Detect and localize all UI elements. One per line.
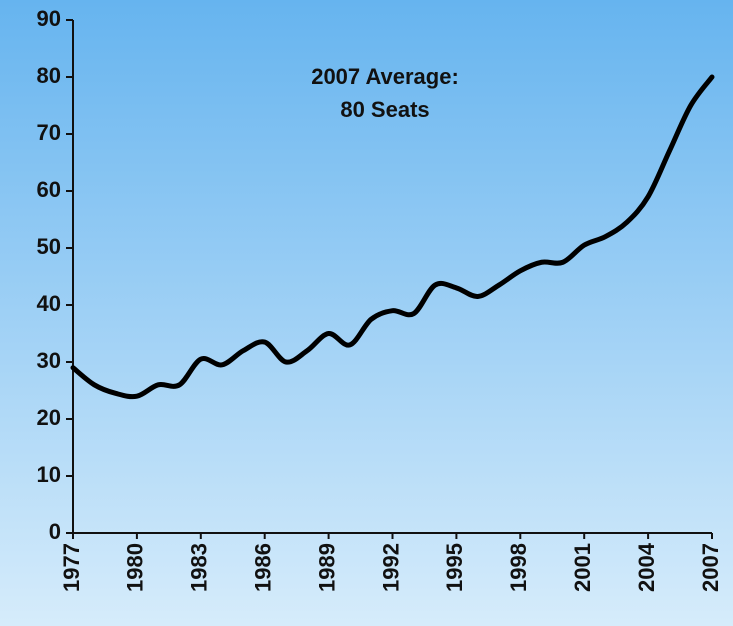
x-tick-label: 1977	[59, 543, 84, 592]
x-tick-label: 1992	[378, 543, 403, 592]
x-tick-label: 1998	[506, 543, 531, 592]
annotation: 80 Seats	[340, 97, 429, 122]
x-tick-label: 1986	[251, 543, 276, 592]
y-tick-label: 80	[37, 63, 61, 88]
annotation: 2007 Average:	[311, 64, 459, 89]
y-tick-label: 40	[37, 291, 61, 316]
y-tick-label: 50	[37, 234, 61, 259]
y-tick-label: 90	[37, 6, 61, 31]
y-tick-label: 70	[37, 120, 61, 145]
y-tick-label: 0	[49, 519, 61, 544]
y-tick-label: 20	[37, 405, 61, 430]
x-tick-label: 2001	[570, 543, 595, 592]
x-tick-label: 2004	[634, 542, 659, 592]
y-tick-label: 30	[37, 348, 61, 373]
x-tick-label: 1989	[314, 543, 339, 592]
data-line	[70, 74, 715, 400]
y-tick-label: 10	[37, 462, 61, 487]
x-tick-label: 1995	[442, 543, 467, 592]
y-tick-label: 60	[37, 177, 61, 202]
x-tick-label: 1983	[187, 543, 212, 592]
x-tick-label: 1980	[123, 543, 148, 592]
x-tick-label: 2007	[698, 543, 723, 592]
